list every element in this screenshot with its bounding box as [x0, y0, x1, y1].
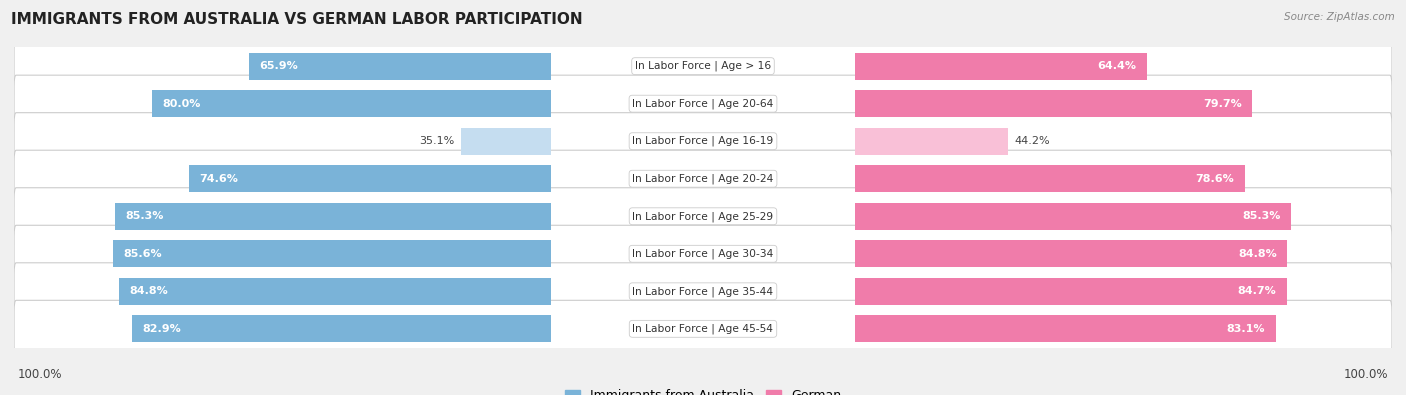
Text: 85.6%: 85.6% — [124, 249, 162, 259]
Bar — [855, 90, 1253, 117]
FancyBboxPatch shape — [14, 188, 1392, 245]
FancyBboxPatch shape — [14, 113, 1392, 170]
Text: Source: ZipAtlas.com: Source: ZipAtlas.com — [1284, 12, 1395, 22]
Text: 83.1%: 83.1% — [1226, 324, 1265, 334]
Bar — [855, 53, 1147, 80]
Bar — [855, 165, 1244, 192]
Text: 85.3%: 85.3% — [125, 211, 165, 221]
Bar — [152, 90, 551, 117]
Text: In Labor Force | Age 20-64: In Labor Force | Age 20-64 — [633, 98, 773, 109]
Text: In Labor Force | Age 25-29: In Labor Force | Age 25-29 — [633, 211, 773, 222]
Text: 84.7%: 84.7% — [1237, 286, 1277, 296]
Text: 82.9%: 82.9% — [142, 324, 181, 334]
Bar — [855, 315, 1275, 342]
FancyBboxPatch shape — [14, 300, 1392, 357]
Bar — [115, 203, 551, 230]
Bar — [855, 240, 1288, 267]
Text: In Labor Force | Age 16-19: In Labor Force | Age 16-19 — [633, 136, 773, 147]
Text: IMMIGRANTS FROM AUSTRALIA VS GERMAN LABOR PARTICIPATION: IMMIGRANTS FROM AUSTRALIA VS GERMAN LABO… — [11, 12, 583, 27]
Text: In Labor Force | Age 20-24: In Labor Force | Age 20-24 — [633, 173, 773, 184]
Text: 64.4%: 64.4% — [1097, 61, 1136, 71]
Bar — [461, 128, 551, 155]
Bar — [118, 278, 551, 305]
Bar — [855, 203, 1291, 230]
Bar — [132, 315, 551, 342]
Bar — [249, 53, 551, 80]
Legend: Immigrants from Australia, German: Immigrants from Australia, German — [560, 384, 846, 395]
Text: 78.6%: 78.6% — [1195, 174, 1234, 184]
Text: In Labor Force | Age 30-34: In Labor Force | Age 30-34 — [633, 248, 773, 259]
Text: 100.0%: 100.0% — [17, 368, 62, 381]
FancyBboxPatch shape — [14, 150, 1392, 207]
Text: 100.0%: 100.0% — [1344, 368, 1389, 381]
Bar — [188, 165, 551, 192]
Bar — [114, 240, 551, 267]
Text: 80.0%: 80.0% — [162, 99, 201, 109]
FancyBboxPatch shape — [14, 38, 1392, 95]
Text: In Labor Force | Age 35-44: In Labor Force | Age 35-44 — [633, 286, 773, 297]
Text: 79.7%: 79.7% — [1204, 99, 1241, 109]
Text: 44.2%: 44.2% — [1014, 136, 1050, 146]
Text: In Labor Force | Age > 16: In Labor Force | Age > 16 — [636, 61, 770, 71]
FancyBboxPatch shape — [14, 225, 1392, 282]
Text: 85.3%: 85.3% — [1241, 211, 1281, 221]
Text: 35.1%: 35.1% — [419, 136, 454, 146]
FancyBboxPatch shape — [14, 75, 1392, 132]
Text: 65.9%: 65.9% — [259, 61, 298, 71]
Text: 74.6%: 74.6% — [200, 174, 238, 184]
Text: 84.8%: 84.8% — [1239, 249, 1277, 259]
Text: In Labor Force | Age 45-54: In Labor Force | Age 45-54 — [633, 324, 773, 334]
Bar — [855, 128, 1008, 155]
Bar — [855, 278, 1286, 305]
FancyBboxPatch shape — [14, 263, 1392, 320]
Text: 84.8%: 84.8% — [129, 286, 167, 296]
